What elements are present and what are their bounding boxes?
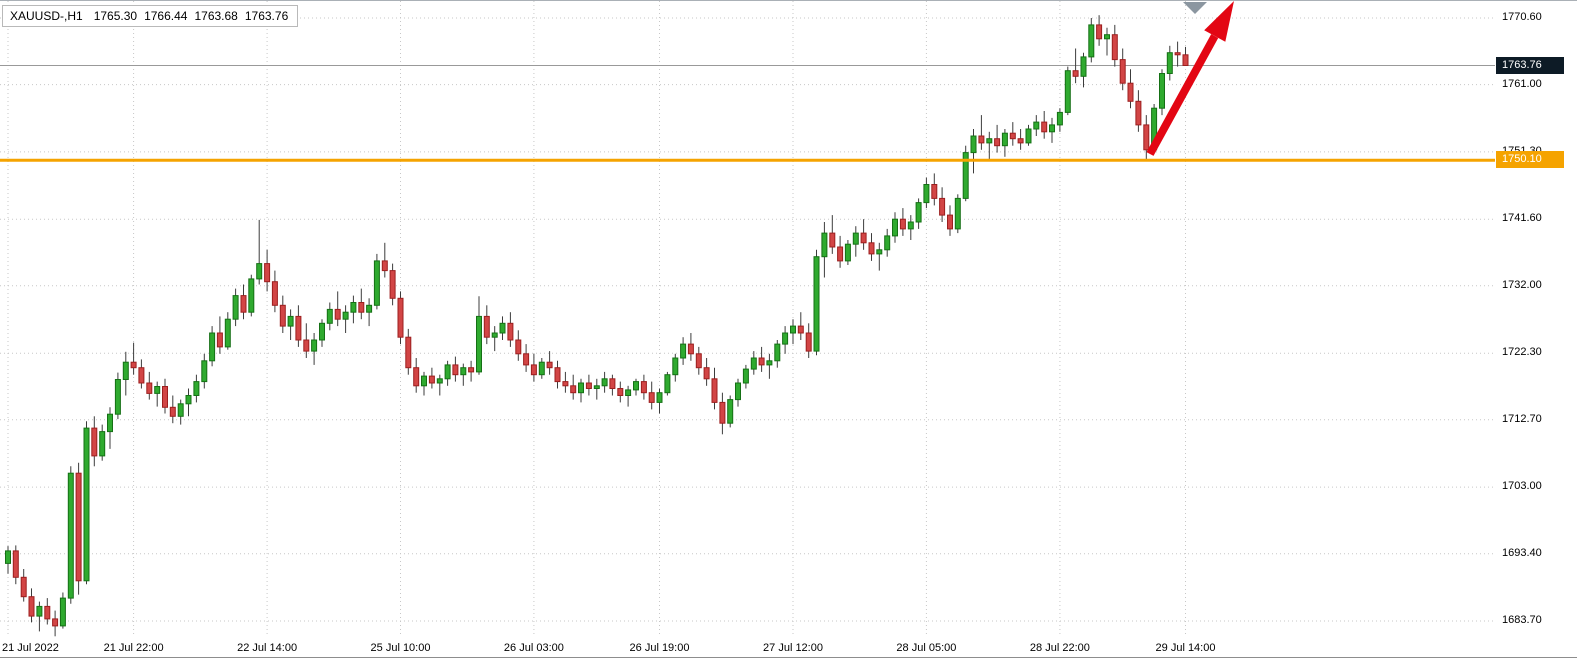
- price-axis-label: 1761.00: [1502, 77, 1542, 90]
- price-axis-label: 1722.30: [1502, 346, 1542, 359]
- candles-series: [5, 15, 1189, 637]
- time-axis-label: 25 Jul 10:00: [370, 642, 431, 654]
- time-axis-label: 29 Jul 14:00: [1155, 642, 1216, 654]
- ohlc-low: 1763.68: [194, 9, 238, 23]
- price-axis-label: 1770.60: [1502, 11, 1542, 23]
- grid-horizontal-lines: [0, 17, 1495, 622]
- price-axis-label: 1683.70: [1502, 614, 1542, 626]
- ohlc-high: 1766.44: [144, 9, 188, 23]
- grid-vertical-lines: [7, 1, 1186, 637]
- chart-title-ohlc: XAUUSD-,H1 1765.30 1766.44 1763.68 1763.76: [2, 5, 299, 27]
- support-line-price-tag: 1750.10: [1496, 151, 1564, 169]
- window-bottom-edge: [0, 657, 1577, 658]
- time-axis-label: 27 Jul 12:00: [763, 642, 823, 654]
- price-axis-label: 1693.40: [1502, 546, 1542, 559]
- price-axis-label: 1712.70: [1502, 412, 1542, 425]
- ohlc-open: 1765.30: [93, 9, 138, 23]
- time-axis-label: 21 Jul 22:00: [103, 642, 164, 654]
- symbol-timeframe-label: XAUUSD-,H1: [10, 9, 83, 23]
- time-axis-label: 26 Jul 19:00: [629, 642, 690, 654]
- current-price-tag: 1763.76: [1496, 56, 1564, 74]
- price-axis-label: 1741.60: [1502, 212, 1542, 225]
- time-axis-label: 26 Jul 03:00: [503, 642, 564, 654]
- time-axis[interactable]: 21 Jul 2022 21 Jul 22:00 22 Jul 14:00 25 Ju…: [0, 637, 1577, 666]
- price-axis-label: 1703.00: [1502, 480, 1542, 493]
- time-axis-label: 22 Jul 14:00: [237, 642, 298, 654]
- object-anchor-triangle-icon[interactable]: [1183, 2, 1207, 14]
- price-axis[interactable]: 1770.601761.001751.301741.601732.001722.…: [1495, 1, 1577, 637]
- price-axis-label: 1732.00: [1502, 278, 1542, 291]
- candlestick-chart: [0, 1, 1495, 637]
- time-axis-label: 28 Jul 05:00: [896, 642, 957, 654]
- ohlc-close: 1763.76: [244, 9, 289, 23]
- time-axis-label: 21 Jul 2022: [2, 642, 59, 654]
- trend-arrow-annotation[interactable]: [1146, 1, 1234, 156]
- time-axis-label: 28 Jul 22:00: [1029, 642, 1090, 654]
- chart-plot-area[interactable]: XAUUSD-,H1 1765.30 1766.44 1763.68 1763.76: [0, 1, 1495, 637]
